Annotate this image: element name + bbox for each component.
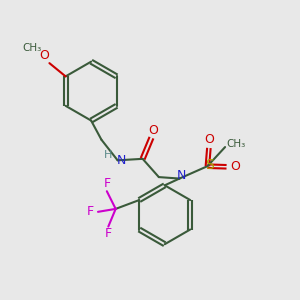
Text: CH₃: CH₃ [226,139,246,148]
Text: O: O [230,160,240,173]
Text: N: N [177,169,187,182]
Text: H: H [104,150,112,160]
Text: O: O [148,124,158,137]
Text: F: F [105,227,112,240]
Text: N: N [116,154,126,167]
Text: F: F [103,177,110,190]
Text: O: O [204,133,214,146]
Text: O: O [39,49,49,62]
Text: CH₃: CH₃ [22,43,41,53]
Text: F: F [87,205,94,218]
Text: S: S [206,158,214,172]
